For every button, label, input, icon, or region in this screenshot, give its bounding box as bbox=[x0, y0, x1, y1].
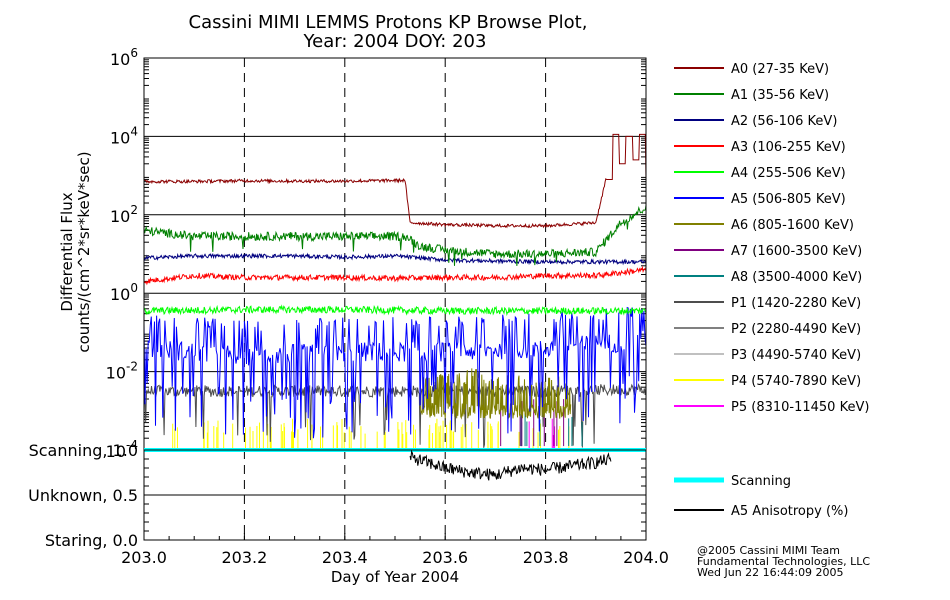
y-tick: 102 bbox=[110, 203, 138, 226]
lower-tick-label: Staring, 0.0 bbox=[45, 531, 138, 550]
x-tick-label: 203.6 bbox=[422, 548, 468, 567]
legend-lower: Scanning A5 Anisotropy (%) bbox=[674, 474, 848, 519]
lower-panel-series bbox=[144, 448, 646, 481]
legend-label: P5 (8310-11450 KeV) bbox=[731, 400, 869, 415]
series-line-A4 bbox=[143, 304, 647, 317]
lower-tick-labels: Scanning, 1.0 Unknown, 0.5 Staring, 0.0 bbox=[28, 441, 138, 550]
legend-item: P2 (2280-4490 KeV) bbox=[674, 322, 861, 337]
legend-label: P2 (2280-4490 KeV) bbox=[731, 322, 861, 337]
y-tick: 106 bbox=[110, 46, 138, 69]
anisotropy-line bbox=[409, 449, 612, 481]
legend-label: A5 (506-805 KeV) bbox=[731, 192, 846, 207]
chart-title-line2: Year: 2004 DOY: 203 bbox=[303, 31, 487, 52]
legend-item: P5 (8310-11450 KeV) bbox=[674, 400, 869, 415]
legend-item: A7 (1600-3500 KeV) bbox=[674, 244, 862, 259]
x-tick-label: 203.0 bbox=[121, 548, 167, 567]
lower-tick-label: Unknown, 0.5 bbox=[28, 486, 138, 505]
x-tick-label: 203.4 bbox=[322, 548, 368, 567]
credit-line1: @2005 Cassini MIMI Team bbox=[697, 544, 840, 557]
y-tick: 10-2 bbox=[106, 360, 138, 383]
legend-label: A6 (805-1600 KeV) bbox=[731, 218, 854, 233]
series-line-A3 bbox=[143, 265, 647, 286]
legend-item: A8 (3500-4000 KeV) bbox=[674, 270, 862, 285]
series-line-A0 bbox=[143, 133, 647, 229]
legend-item: A5 Anisotropy (%) bbox=[674, 504, 848, 519]
legend-label: P3 (4490-5740 KeV) bbox=[731, 348, 861, 363]
lower-tick-label: Scanning, 1.0 bbox=[29, 441, 138, 460]
series-line-A2 bbox=[143, 252, 647, 266]
legend-item: A0 (27-35 KeV) bbox=[674, 62, 829, 77]
legend-item: A2 (56-106 KeV) bbox=[674, 114, 837, 129]
legend-label: P1 (1420-2280 KeV) bbox=[731, 296, 861, 311]
series-line-A1 bbox=[143, 205, 647, 266]
y-axis-title-line1: Differential Flux bbox=[58, 192, 76, 311]
legend-label: A1 (35-56 KeV) bbox=[731, 88, 829, 103]
y-tick-label: 100 bbox=[110, 281, 138, 304]
legend-item: A6 (805-1600 KeV) bbox=[674, 218, 854, 233]
legend-label: A2 (56-106 KeV) bbox=[731, 114, 837, 129]
upper-panel-grid bbox=[144, 58, 646, 450]
series-line-P1 bbox=[143, 383, 647, 448]
x-tick-label: 203.2 bbox=[221, 548, 267, 567]
y-tick-label: 10-2 bbox=[106, 360, 138, 383]
lower-panel-grid bbox=[144, 450, 646, 540]
series-line-A5 bbox=[143, 306, 647, 439]
y-tick-label: 104 bbox=[110, 124, 138, 147]
legend-label: A3 (106-255 KeV) bbox=[731, 140, 846, 155]
legend-label: A5 Anisotropy (%) bbox=[731, 504, 848, 519]
y-tick-label: 102 bbox=[110, 203, 138, 226]
legend-label: P4 (5740-7890 KeV) bbox=[731, 374, 861, 389]
y-tick: 100 bbox=[110, 281, 138, 304]
series-line-A6 bbox=[419, 368, 572, 420]
legend-label: Scanning bbox=[731, 474, 791, 489]
legend-item: P4 (5740-7890 KeV) bbox=[674, 374, 861, 389]
x-tick-labels: 203.0 203.2 203.4 203.6 203.8 204.0 bbox=[121, 533, 669, 567]
x-tick-label: 203.8 bbox=[523, 548, 569, 567]
y-tick-label: 10-4 bbox=[106, 438, 138, 461]
legend-item: Scanning bbox=[674, 474, 791, 489]
x-tick-label: 204.0 bbox=[623, 548, 669, 567]
y-tick: 10-4 bbox=[106, 438, 138, 461]
y-tick-labels: 106 104 102 100 10-2 10-4 bbox=[106, 46, 138, 461]
legend-item: A3 (106-255 KeV) bbox=[674, 140, 846, 155]
y-axis-title-line2: counts/(cm^2*sr*keV*sec) bbox=[75, 151, 93, 352]
y-tick-label: 106 bbox=[110, 46, 138, 69]
legend-label: A8 (3500-4000 KeV) bbox=[731, 270, 862, 285]
legend-label: A4 (255-506 KeV) bbox=[731, 166, 846, 181]
legend-item: A4 (255-506 KeV) bbox=[674, 166, 846, 181]
x-axis-title: Day of Year 2004 bbox=[331, 568, 459, 586]
upper-panel-series bbox=[143, 133, 647, 450]
credit-line3: Wed Jun 22 16:44:09 2005 bbox=[697, 566, 844, 579]
legend-item: P1 (1420-2280 KeV) bbox=[674, 296, 861, 311]
legend: A0 (27-35 KeV) A1 (35-56 KeV) A2 (56-106 K… bbox=[674, 62, 869, 415]
legend-item: A5 (506-805 KeV) bbox=[674, 192, 846, 207]
chart-title-line1: Cassini MIMI LEMMS Protons KP Browse Plo… bbox=[189, 12, 588, 33]
legend-label: A7 (1600-3500 KeV) bbox=[731, 244, 862, 259]
legend-item: P3 (4490-5740 KeV) bbox=[674, 348, 861, 363]
credit-line2: Fundamental Technologies, LLC bbox=[697, 555, 870, 568]
y-tick: 104 bbox=[110, 124, 138, 147]
legend-item: A1 (35-56 KeV) bbox=[674, 88, 829, 103]
legend-label: A0 (27-35 KeV) bbox=[731, 62, 829, 77]
